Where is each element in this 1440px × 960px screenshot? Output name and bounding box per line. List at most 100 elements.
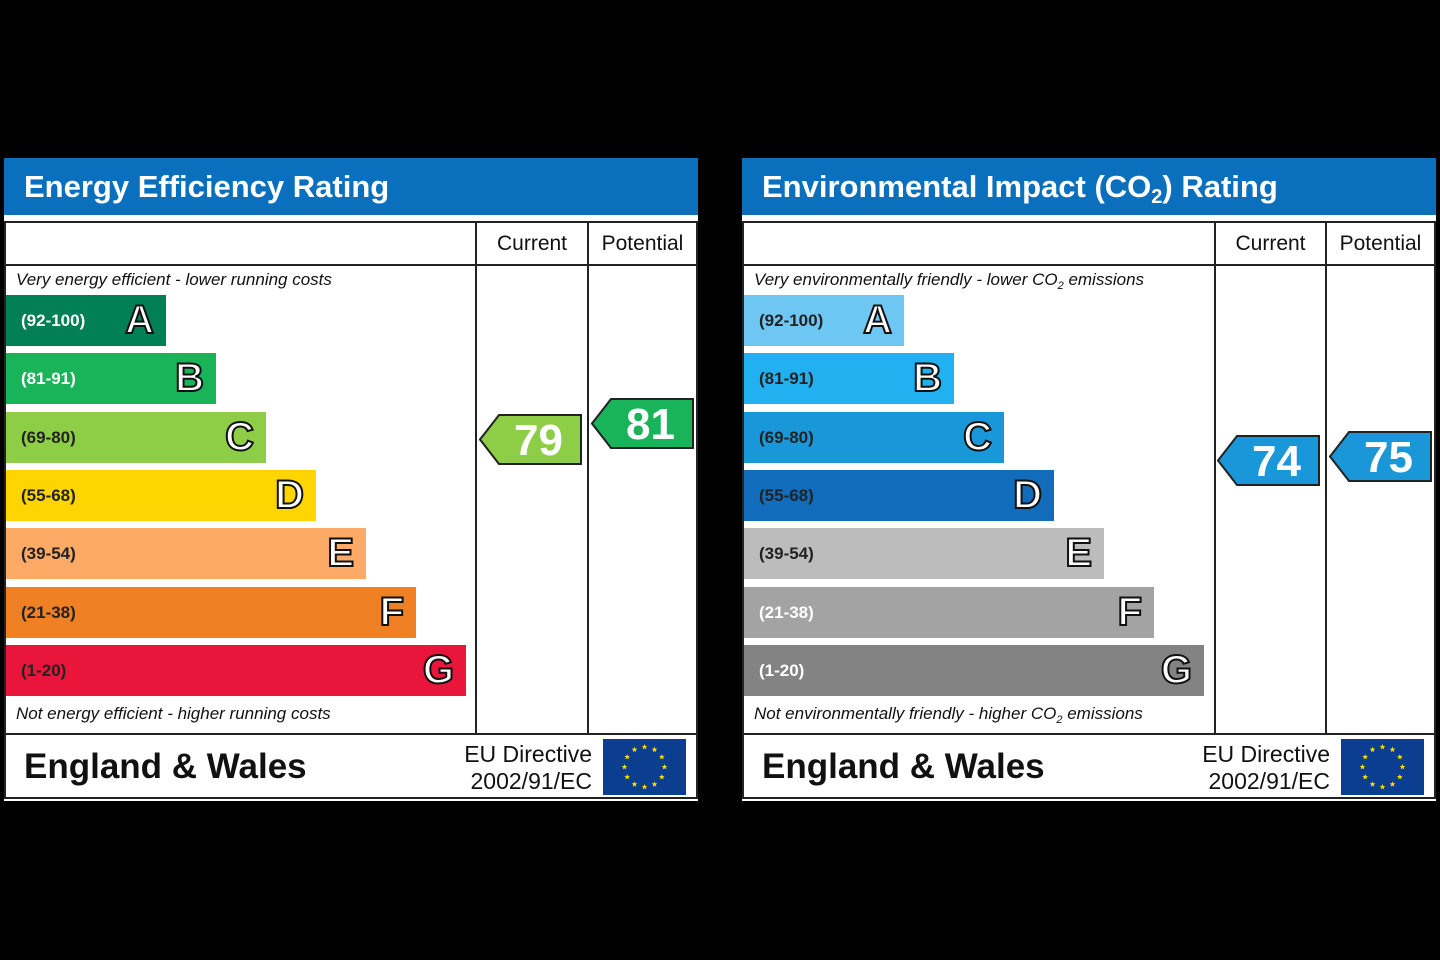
- star-icon: [641, 784, 648, 790]
- potential-arrow-shape: [1329, 431, 1432, 482]
- band-letter: B: [912, 355, 943, 401]
- footer: England & Wales EU Directive 2002/91/EC: [6, 733, 696, 799]
- column-divider: [1214, 223, 1216, 733]
- chart-title: Energy Efficiency Rating: [4, 158, 698, 215]
- header-row: [6, 223, 696, 266]
- top-note: Very energy efficient - lower running co…: [16, 270, 332, 289]
- band-e: (39-54) E: [744, 528, 1104, 580]
- band-e: (39-54) E: [6, 528, 366, 580]
- band-range-label: (55-68): [21, 485, 76, 505]
- band-letter: C: [224, 414, 255, 460]
- band-letter: G: [1160, 647, 1193, 693]
- current-rating-value: 74: [1252, 437, 1301, 486]
- chart-title: Environmental Impact (CO2) Rating: [742, 158, 1436, 215]
- star-icon: [658, 754, 665, 760]
- star-icon: [1369, 746, 1376, 753]
- band-f: (21-38) F: [744, 586, 1154, 638]
- band-letter: D: [274, 472, 305, 518]
- directive-line-1: EU Directive: [464, 741, 592, 767]
- band-letter: F: [379, 589, 405, 635]
- band-range-label: (39-54): [759, 544, 814, 564]
- band-letter: E: [326, 530, 355, 576]
- potential-column-header: Potential: [1339, 232, 1422, 255]
- star-icon: [1396, 754, 1403, 760]
- eu-directive: EU Directive 2002/91/EC: [464, 741, 592, 795]
- rating-table: Current Potential Very energy efficient …: [4, 221, 698, 799]
- column-divider: [475, 223, 477, 733]
- current-column-header: Current: [496, 232, 568, 255]
- band-c: (69-80) C: [6, 411, 266, 463]
- footer: England & Wales EU Directive 2002/91/EC: [744, 733, 1434, 799]
- potential-rating-arrow: [591, 398, 694, 449]
- star-icon: [1389, 781, 1396, 787]
- potential-rating-value: 75: [1364, 433, 1413, 482]
- star-icon: [1362, 774, 1369, 780]
- header-row: [744, 223, 1434, 266]
- rating-table: Current Potential Very environmentally f…: [742, 221, 1436, 799]
- star-icon: [1379, 784, 1386, 790]
- band-range-label: (1-20): [759, 660, 805, 680]
- eu-flag-icon: [1341, 739, 1424, 795]
- footer-country: England & Wales: [762, 747, 1045, 786]
- star-icon: [1389, 746, 1396, 753]
- energy-efficiency-chart: Energy Efficiency Rating Current Potenti…: [4, 158, 698, 801]
- directive-line-1: EU Directive: [1202, 741, 1330, 767]
- current-rating-arrow: [1217, 435, 1320, 486]
- potential-column-header: Potential: [601, 232, 684, 255]
- band-b: (81-91) B: [6, 353, 216, 405]
- band-d: (55-68) D: [6, 469, 316, 521]
- star-icon: [631, 746, 638, 753]
- band-range-label: (21-38): [759, 602, 814, 622]
- footer-country: England & Wales: [24, 747, 307, 786]
- current-arrow-shape: [479, 414, 582, 465]
- potential-rating-value: 81: [626, 400, 675, 449]
- band-range-label: (69-80): [21, 427, 76, 447]
- current-rating-value: 79: [514, 416, 563, 465]
- environmental-impact-chart: Environmental Impact (CO2) Rating Curren…: [742, 158, 1436, 801]
- potential-arrow-shape: [591, 398, 694, 449]
- star-icon: [621, 764, 628, 770]
- band-range-label: (92-100): [21, 311, 86, 330]
- star-icon: [661, 764, 668, 770]
- column-divider: [587, 223, 589, 733]
- star-icon: [1359, 764, 1366, 770]
- star-icon: [658, 774, 665, 780]
- band-a: (92-100) A: [6, 295, 166, 346]
- band-g: (1-20) G: [744, 644, 1204, 696]
- bottom-note: Not environmentally friendly - higher CO…: [754, 704, 1143, 726]
- band-g: (1-20) G: [6, 644, 466, 696]
- star-icon: [651, 781, 658, 787]
- star-icon: [1396, 774, 1403, 780]
- star-icon: [624, 754, 631, 760]
- band-range-label: (92-100): [759, 311, 824, 330]
- star-icon: [641, 744, 648, 750]
- band-f: (21-38) F: [6, 586, 416, 638]
- bottom-note: Not energy efficient - higher running co…: [16, 704, 331, 723]
- column-divider: [1325, 223, 1327, 733]
- band-letter: D: [1012, 472, 1043, 518]
- band-letter: G: [422, 647, 455, 693]
- star-icon: [631, 781, 638, 787]
- star-icon: [624, 774, 631, 780]
- current-column-header: Current: [1235, 232, 1306, 255]
- directive-line-2: 2002/91/EC: [470, 768, 592, 794]
- star-icon: [1362, 754, 1369, 760]
- band-range-label: (69-80): [759, 427, 814, 447]
- band-d: (55-68) D: [744, 469, 1054, 521]
- band-b: (81-91) B: [744, 353, 954, 405]
- band-range-label: (55-68): [759, 485, 814, 505]
- band-range-label: (81-91): [759, 369, 814, 389]
- eu-flag-icon: [603, 739, 686, 795]
- star-icon: [1399, 764, 1406, 770]
- band-range-label: (81-91): [21, 369, 76, 389]
- current-rating-arrow: [479, 414, 582, 465]
- eu-directive: EU Directive 2002/91/EC: [1202, 741, 1330, 795]
- band-range-label: (1-20): [21, 660, 67, 680]
- band-range-label: (21-38): [21, 602, 76, 622]
- potential-rating-arrow: [1329, 431, 1432, 482]
- band-letter: C: [962, 414, 993, 460]
- star-icon: [651, 746, 658, 753]
- band-letter: F: [1117, 589, 1143, 635]
- top-note: Very environmentally friendly - lower CO…: [754, 270, 1145, 292]
- band-c: (69-80) C: [744, 411, 1004, 463]
